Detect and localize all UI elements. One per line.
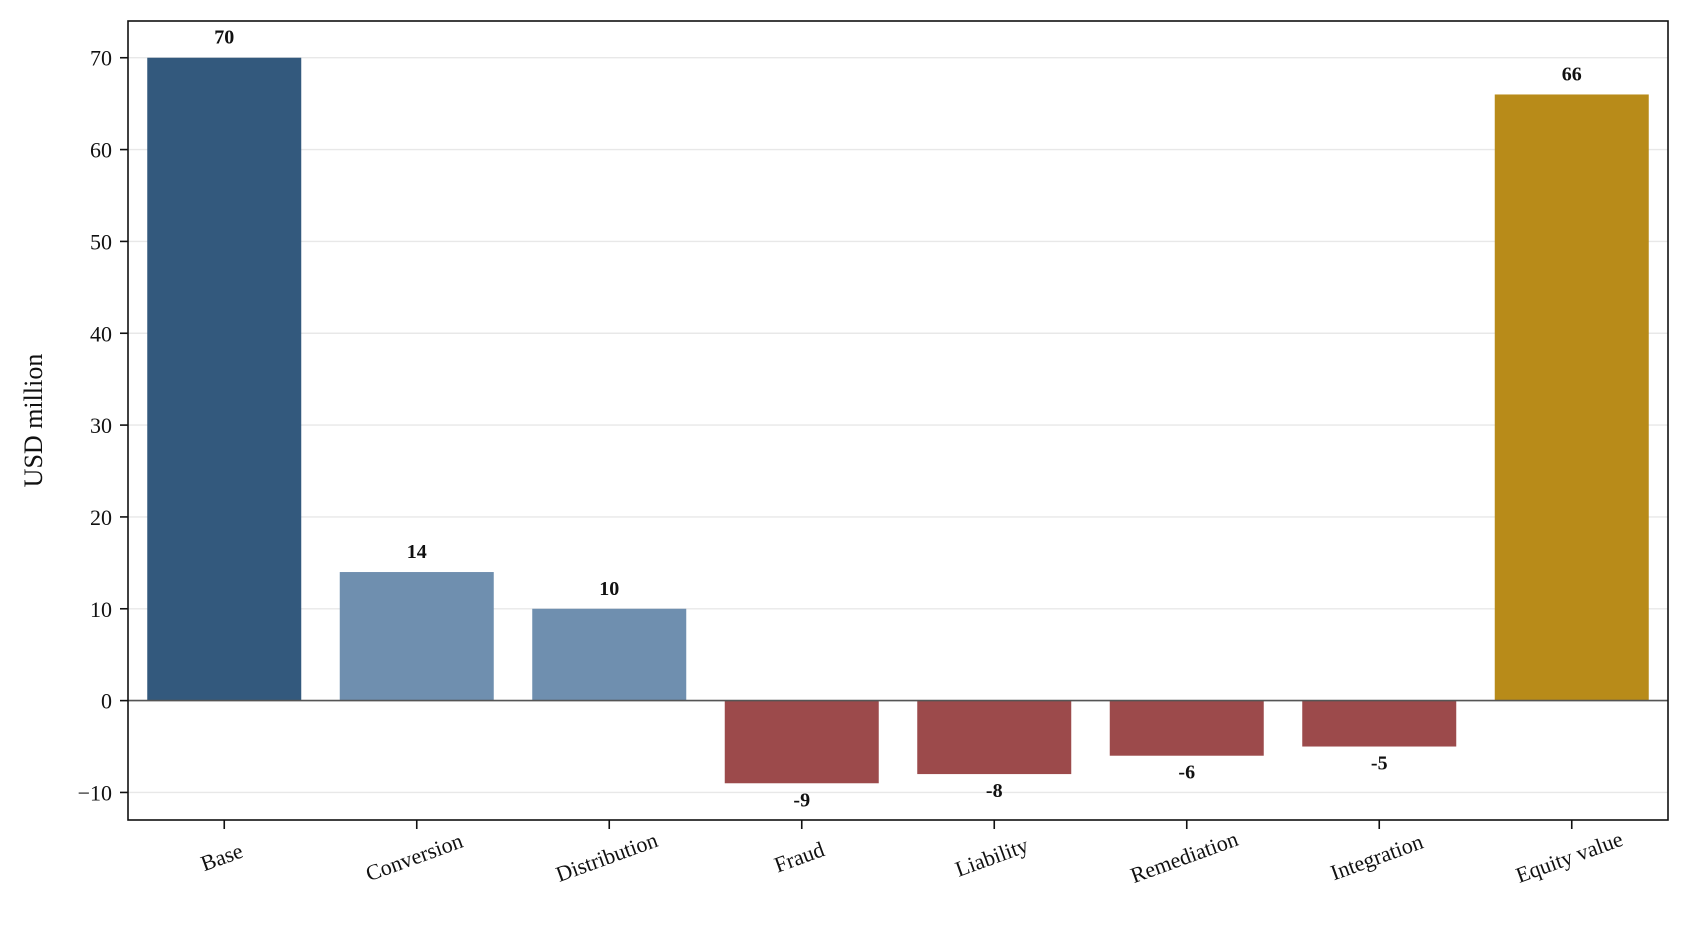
y-tick-label: 10	[90, 597, 112, 622]
data-label: 66	[1562, 63, 1582, 85]
y-tick-label: −10	[78, 780, 112, 805]
x-tick-label: Conversion	[362, 828, 466, 886]
data-label: -5	[1371, 753, 1388, 775]
bar-remediation	[1109, 700, 1264, 756]
x-tick-label: Base	[197, 838, 246, 876]
y-tick-label: 0	[101, 689, 112, 714]
y-tick-label: 70	[90, 46, 112, 71]
x-tick-label: Integration	[1327, 829, 1426, 886]
data-label: 10	[599, 578, 619, 600]
data-label: -8	[986, 780, 1003, 802]
y-tick-label: 50	[90, 229, 112, 254]
x-tick-label: Remediation	[1127, 826, 1241, 888]
x-axis-ticks: Base Conversion Distribution Fraud Liability…	[197, 820, 1626, 888]
plot-frame	[127, 20, 1669, 821]
bar-distribution	[532, 608, 687, 701]
bar-layer	[147, 57, 1649, 784]
x-tick-label: Fraud	[771, 836, 828, 877]
x-tick-label: Liability	[952, 832, 1032, 881]
bar-fraud	[724, 700, 879, 784]
y-tick-label: 20	[90, 505, 112, 530]
data-label: 14	[407, 541, 427, 563]
y-axis-ticks: −10 0 10 20 30 40 50 60 70	[78, 46, 128, 805]
y-tick-label: 30	[90, 413, 112, 438]
y-tick-label: 40	[90, 321, 112, 346]
data-label-layer: 70 14 10 -9 -8 -6 -5 66	[214, 27, 1582, 812]
bar-integration	[1302, 700, 1457, 747]
data-label: -9	[793, 789, 810, 811]
data-label: -6	[1178, 762, 1195, 784]
bar-equity-value	[1494, 94, 1649, 701]
data-label: 70	[214, 27, 234, 49]
x-tick-label: Distribution	[552, 827, 660, 887]
bar-liability	[917, 700, 1072, 775]
y-axis-title: USD million	[19, 354, 48, 488]
bar-conversion	[339, 572, 494, 701]
bar-base	[147, 57, 302, 701]
x-tick-label: Equity value	[1512, 826, 1626, 888]
y-tick-label: 60	[90, 138, 112, 163]
